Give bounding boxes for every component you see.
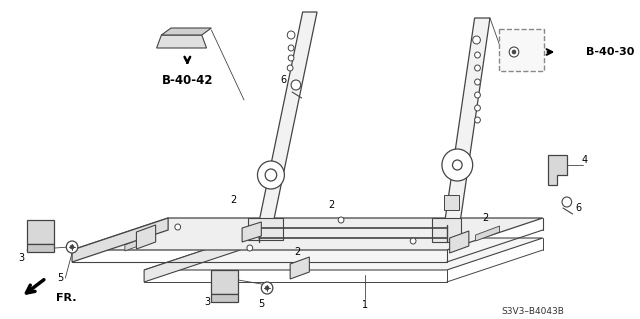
Circle shape	[261, 282, 273, 294]
Polygon shape	[72, 218, 543, 250]
Circle shape	[338, 217, 344, 223]
Text: 2: 2	[482, 213, 488, 223]
Circle shape	[452, 160, 462, 170]
Polygon shape	[242, 222, 261, 242]
Text: S3V3–B4043B: S3V3–B4043B	[502, 308, 564, 316]
Polygon shape	[259, 12, 317, 220]
Text: 6: 6	[575, 203, 581, 213]
Text: 2: 2	[294, 247, 301, 257]
Polygon shape	[161, 28, 211, 35]
Text: 2: 2	[328, 200, 335, 210]
Text: 2: 2	[230, 195, 237, 205]
Circle shape	[287, 31, 295, 39]
Polygon shape	[125, 236, 149, 251]
Circle shape	[291, 80, 301, 90]
Circle shape	[410, 238, 416, 244]
Circle shape	[67, 241, 78, 253]
Text: 6: 6	[280, 75, 287, 85]
Polygon shape	[72, 218, 168, 262]
Text: 5: 5	[58, 273, 63, 283]
Circle shape	[175, 224, 180, 230]
Polygon shape	[290, 257, 309, 279]
Circle shape	[562, 197, 572, 207]
Circle shape	[475, 92, 481, 98]
Circle shape	[288, 45, 294, 51]
Circle shape	[287, 65, 293, 71]
FancyBboxPatch shape	[499, 29, 544, 71]
Polygon shape	[157, 35, 207, 48]
Text: 1: 1	[362, 300, 368, 310]
Circle shape	[475, 117, 481, 123]
Circle shape	[512, 50, 516, 54]
Polygon shape	[444, 18, 490, 228]
Polygon shape	[450, 231, 469, 253]
Circle shape	[70, 245, 74, 249]
Polygon shape	[248, 218, 284, 240]
Circle shape	[475, 105, 481, 111]
Polygon shape	[444, 195, 460, 210]
Circle shape	[247, 245, 253, 251]
Circle shape	[475, 52, 481, 58]
Text: FR.: FR.	[56, 293, 76, 303]
Text: 5: 5	[258, 299, 264, 309]
Text: B-40-30: B-40-30	[586, 47, 634, 57]
Text: 3: 3	[204, 297, 211, 307]
Text: 4: 4	[581, 155, 587, 165]
Polygon shape	[476, 226, 500, 241]
Circle shape	[288, 55, 294, 61]
Polygon shape	[144, 238, 240, 282]
Circle shape	[475, 79, 481, 85]
Polygon shape	[433, 218, 461, 242]
Polygon shape	[211, 294, 238, 302]
Circle shape	[265, 169, 276, 181]
Polygon shape	[144, 238, 543, 270]
Text: B-40-42: B-40-42	[161, 73, 213, 86]
Circle shape	[473, 36, 481, 44]
Circle shape	[265, 286, 269, 290]
Circle shape	[475, 65, 481, 71]
Text: 3: 3	[18, 253, 24, 263]
Circle shape	[509, 47, 519, 57]
Polygon shape	[27, 244, 54, 252]
Polygon shape	[548, 155, 567, 185]
Circle shape	[257, 161, 284, 189]
Circle shape	[442, 149, 473, 181]
Polygon shape	[136, 225, 156, 249]
Polygon shape	[27, 220, 54, 244]
Polygon shape	[211, 270, 238, 294]
